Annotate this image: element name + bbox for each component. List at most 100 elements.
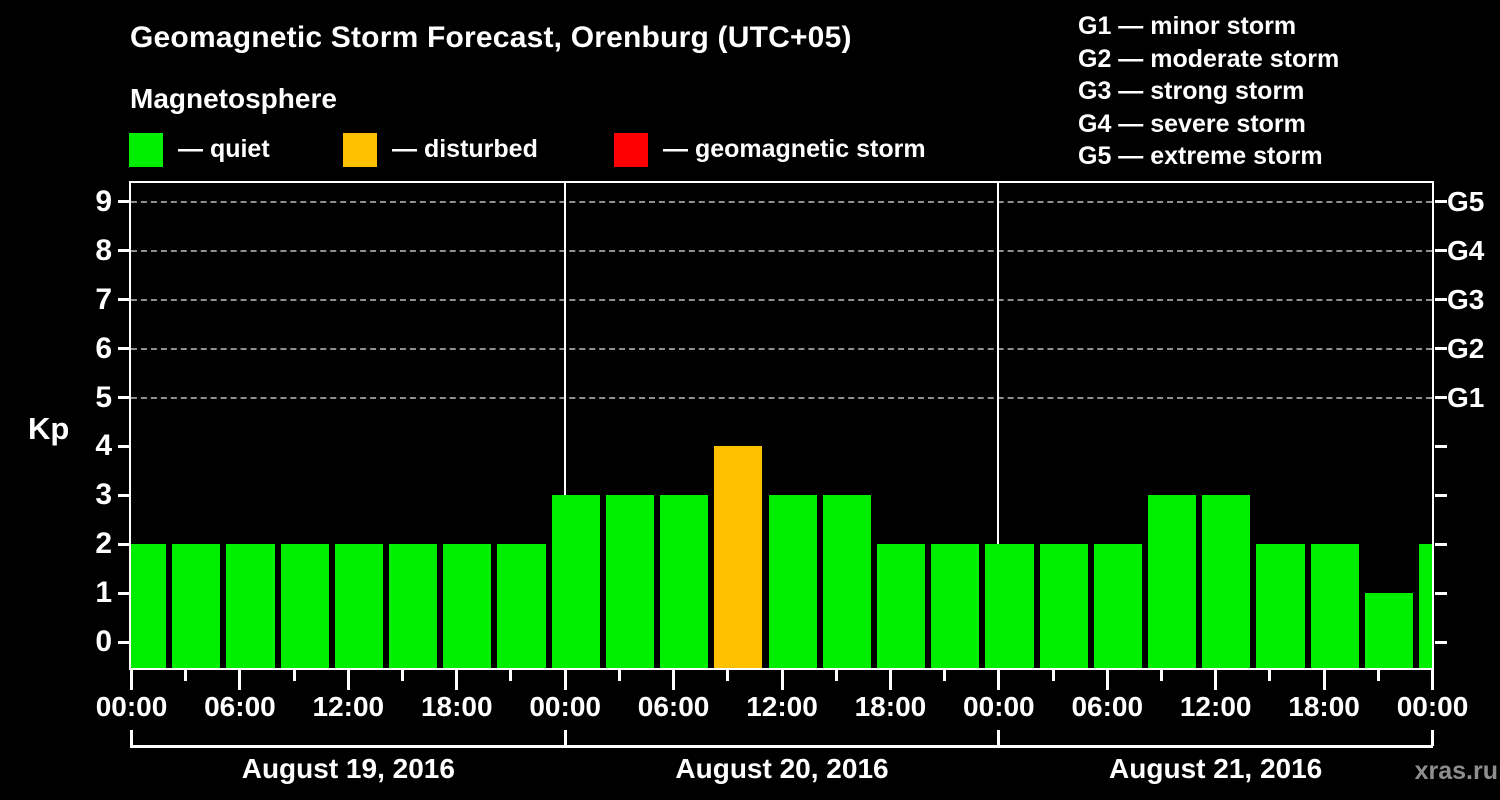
time-label: 00:00	[529, 691, 601, 722]
legend-label: — geomagnetic storm	[663, 135, 926, 163]
y-tick	[117, 347, 131, 351]
date-label: August 19, 2016	[241, 753, 455, 784]
time-label: 18:00	[1288, 691, 1360, 722]
kp-bar	[334, 544, 384, 668]
x-tick	[1051, 670, 1055, 681]
y-tick-label: 7	[95, 282, 112, 316]
time-label: 06:00	[204, 691, 276, 722]
g-legend-line: G3 — strong storm	[1078, 77, 1305, 105]
g-legend-line: G5 — extreme storm	[1078, 142, 1323, 170]
g-axis-label-g3: G3	[1447, 283, 1485, 315]
right-axis-tick	[1434, 640, 1447, 644]
legend-item-storm: — geomagnetic storm	[614, 132, 926, 167]
kp-bar	[768, 495, 817, 668]
right-axis-tick	[1434, 347, 1447, 351]
kp-bar	[605, 495, 655, 668]
kp-bar	[660, 495, 709, 668]
g-axis-label-g1: G1	[1447, 381, 1485, 413]
time-label: 12:00	[312, 691, 385, 722]
time-label: 06:00	[1071, 691, 1144, 722]
right-axis-tick	[1434, 298, 1447, 302]
legend-label: — disturbed	[392, 135, 538, 163]
kp-bar	[551, 495, 600, 668]
kp-bar	[1364, 593, 1413, 668]
y-tick	[117, 444, 131, 448]
gridline-kp9	[131, 200, 1432, 203]
date-bracket-tick	[1431, 730, 1434, 746]
kp-bar	[985, 544, 1034, 668]
g-legend-line: G4 — severe storm	[1078, 109, 1306, 138]
right-axis-tick	[1434, 542, 1447, 546]
date-bracket-tick	[563, 730, 567, 746]
right-axis-tick	[1434, 591, 1447, 595]
right-axis-tick	[1434, 200, 1447, 204]
kp-bar	[389, 544, 438, 668]
x-tick	[563, 670, 567, 690]
x-tick	[1376, 670, 1380, 681]
disturbed-swatch-icon	[343, 132, 377, 167]
x-tick	[943, 670, 947, 681]
x-tick	[1159, 670, 1163, 681]
chart-subtitle: Magnetosphere	[130, 83, 337, 114]
y-tick	[117, 542, 131, 546]
gridline-kp6	[131, 347, 1432, 350]
x-tick	[1431, 670, 1434, 690]
day-separator	[563, 183, 566, 668]
kp-bar	[1147, 495, 1197, 668]
time-label: 18:00	[420, 691, 493, 722]
kp-bar	[931, 544, 980, 668]
y-tick-label: 0	[95, 625, 112, 658]
kp-bar	[1419, 544, 1432, 668]
legend-label: — quiet	[178, 135, 270, 163]
x-tick	[184, 670, 188, 681]
y-tick	[117, 298, 131, 302]
legend-item-disturbed: — disturbed	[343, 132, 538, 167]
date-label: August 21, 2016	[1109, 753, 1323, 784]
x-tick	[1214, 670, 1218, 690]
kp-bar	[280, 544, 329, 668]
kp-bar	[714, 446, 763, 668]
x-tick	[726, 670, 730, 681]
time-label: 00:00	[95, 691, 168, 722]
x-tick	[672, 670, 676, 690]
storm-swatch-icon	[614, 132, 648, 167]
y-tick	[117, 640, 131, 644]
y-axis-title: Kp	[28, 411, 70, 446]
date-label: August 20, 2016	[675, 753, 889, 784]
x-tick	[997, 670, 1001, 690]
x-tick	[509, 670, 513, 681]
y-tick	[117, 200, 131, 204]
gridline-kp8	[131, 249, 1432, 252]
y-tick-label: 4	[95, 429, 112, 463]
kp-bar	[876, 544, 926, 668]
y-tick	[117, 249, 131, 253]
g-axis-label-g4: G4	[1447, 234, 1485, 266]
kp-bar	[1310, 544, 1359, 668]
plot-area	[129, 181, 1434, 670]
kp-bar	[1202, 495, 1251, 668]
right-axis-tick	[1434, 444, 1447, 448]
time-label: 18:00	[854, 691, 927, 722]
x-tick	[455, 670, 459, 690]
watermark: xras.ru	[1414, 757, 1498, 785]
x-tick	[617, 670, 621, 681]
kp-bar	[443, 544, 492, 668]
x-tick	[238, 670, 242, 690]
kp-bar	[226, 544, 275, 668]
page-title: Geomagnetic Storm Forecast, Orenburg (UT…	[130, 21, 852, 54]
y-tick	[117, 493, 131, 497]
time-label: 00:00	[1396, 691, 1469, 722]
x-tick	[1322, 670, 1326, 690]
kp-bar	[1093, 544, 1142, 668]
y-tick-label: 5	[95, 380, 112, 414]
x-tick	[834, 670, 838, 681]
time-label: 06:00	[637, 691, 710, 722]
y-tick-label: 3	[95, 478, 112, 512]
y-tick-label: 9	[95, 184, 112, 218]
x-tick	[1268, 670, 1272, 681]
g-legend-line: G2 — moderate storm	[1078, 44, 1340, 73]
right-axis-tick	[1434, 396, 1447, 399]
date-bracket-tick	[130, 730, 133, 746]
kp-bar	[497, 544, 546, 668]
